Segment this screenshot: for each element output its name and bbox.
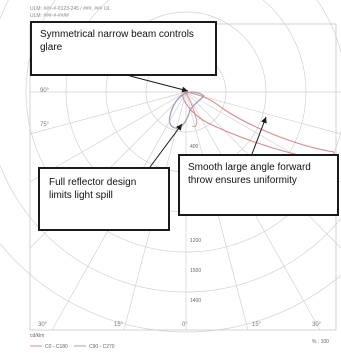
- angle-label-bottom-0: 0°: [182, 322, 188, 328]
- callout-full-reflector-text: Full reflector design limits light spill: [49, 177, 137, 201]
- footer-scale: % : 100: [312, 339, 329, 345]
- grid-ring-6: [0, 243, 341, 333]
- curve-c0-c180-inner: [185, 92, 198, 127]
- callout-forward-throw: Smooth large angle forward throw ensures…: [178, 154, 339, 216]
- radial-label-1: 400: [190, 144, 199, 150]
- angle-label-bottom-30-left: 30°: [38, 322, 48, 328]
- angle-label-bottom-15-left: 15°: [114, 322, 124, 328]
- callout-narrow-beam: Symmetrical narrow beam controls glare: [30, 21, 217, 76]
- header-line-2: ULM: ###-#-####: [30, 13, 69, 19]
- legend-label-c0: C0 - C180: [45, 344, 68, 350]
- angle-label-bottom-15-right: 15°: [252, 322, 262, 328]
- radial-label-5: 1400: [190, 298, 201, 304]
- radial-label-3: 1200: [190, 238, 201, 244]
- curve-c90-c270: [168, 91, 205, 129]
- angle-label-75: 75°: [40, 122, 50, 128]
- grid-spoke-75-left: [29, 91, 187, 135]
- radial-label-4: 1500: [190, 268, 201, 274]
- header-line-1: ULM: ###-#-0123-245 / ###, ### UL: [30, 6, 111, 12]
- arrow-left: [149, 123, 183, 168]
- angle-label-90: 90°: [40, 88, 50, 94]
- arrow-right: [251, 116, 267, 155]
- legend-label-c90: C90 - C270: [89, 344, 115, 350]
- angle-label-bottom-30-right: 30°: [312, 322, 322, 328]
- callout-full-reflector: Full reflector design limits light spill: [38, 167, 170, 231]
- footer-unit: cd/klm: [30, 333, 44, 339]
- callout-forward-throw-text: Smooth large angle forward throw ensures…: [188, 162, 311, 186]
- callout-narrow-beam-text: Symmetrical narrow beam controls glare: [40, 29, 194, 53]
- grid-spoke-75-right: [185, 91, 341, 135]
- arrow-top: [129, 75, 189, 93]
